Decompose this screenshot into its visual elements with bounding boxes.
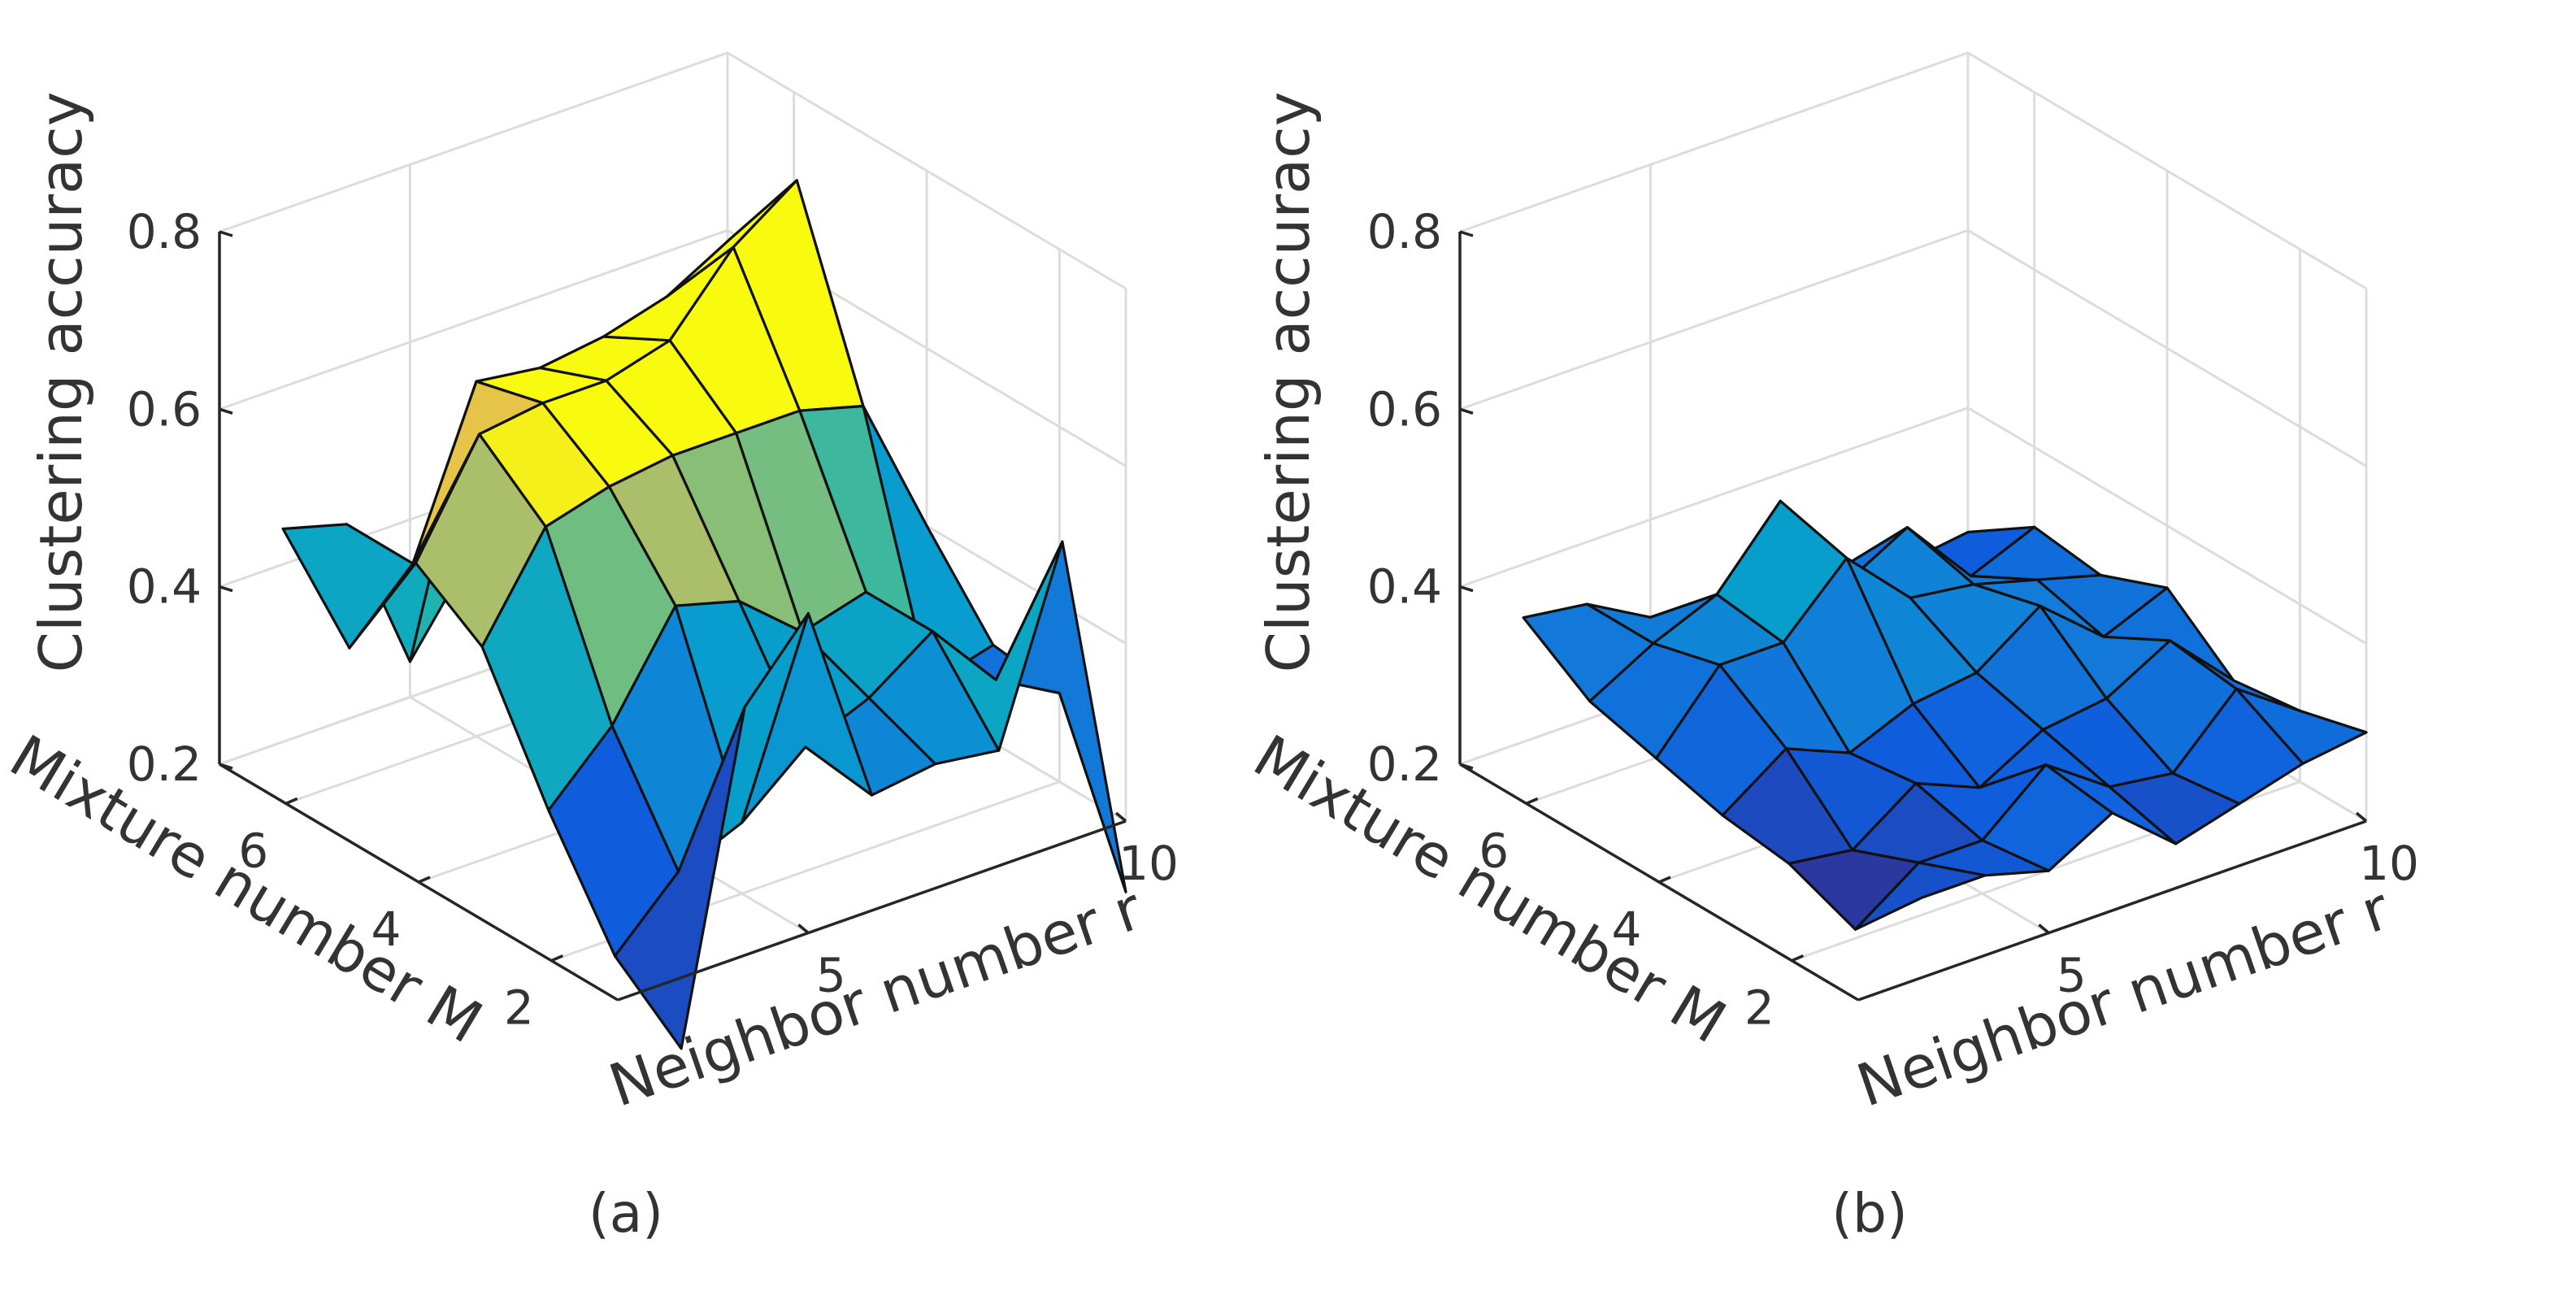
y-tick-label: 4 bbox=[1612, 902, 1642, 957]
y-tick-label: 2 bbox=[504, 980, 534, 1036]
z-tick-label: 0.8 bbox=[127, 204, 202, 259]
z-tick-label: 0.8 bbox=[1367, 204, 1442, 259]
z-axis-label: Clustering accuracy bbox=[1254, 92, 1323, 673]
y-tick-label: 4 bbox=[371, 902, 402, 957]
surface-patch-5-0 bbox=[281, 523, 415, 650]
z-tick-label: 0.2 bbox=[127, 737, 202, 792]
x-axis-line bbox=[1857, 819, 2367, 1002]
x-tick-label: 10 bbox=[2359, 836, 2419, 891]
y-tick-label: 6 bbox=[1479, 823, 1509, 878]
z-tick-label: 0.2 bbox=[1367, 737, 1442, 792]
panel-label: (a) bbox=[589, 1182, 663, 1245]
x-tick-label: 10 bbox=[1119, 836, 1179, 891]
axes: 5 10 2 4 6 0.2 0.4 0.6 0.8 bbox=[127, 204, 1179, 1036]
y-tick-label: 2 bbox=[1744, 980, 1775, 1036]
y-axis-label: Mixture number M bbox=[1242, 722, 1737, 1057]
y-axis-label: Mixture number M bbox=[0, 722, 493, 1057]
z-tick-label: 0.4 bbox=[1367, 559, 1442, 615]
z-tick-label: 0.6 bbox=[1367, 381, 1442, 437]
z-axis-label: Clustering accuracy bbox=[27, 92, 95, 673]
surface bbox=[1522, 499, 2368, 931]
surface-patch-0-6 bbox=[994, 540, 1127, 893]
x-tick-label: 5 bbox=[816, 948, 846, 1003]
x-tick-label: 5 bbox=[2057, 948, 2087, 1003]
z-tick-label: 0.6 bbox=[127, 381, 202, 437]
panel-label: (b) bbox=[1831, 1182, 1907, 1245]
z-tick-label: 0.4 bbox=[127, 559, 202, 615]
x-axis-line bbox=[617, 819, 1127, 1002]
surface-patch-0-0 bbox=[1853, 861, 1987, 931]
y-tick-label: 6 bbox=[238, 823, 268, 878]
surface bbox=[281, 179, 1127, 1050]
surface-patch-0-0 bbox=[613, 705, 746, 1050]
axes: 5 10 2 4 6 0.2 0.4 0.6 0.8 bbox=[1367, 204, 2419, 1036]
